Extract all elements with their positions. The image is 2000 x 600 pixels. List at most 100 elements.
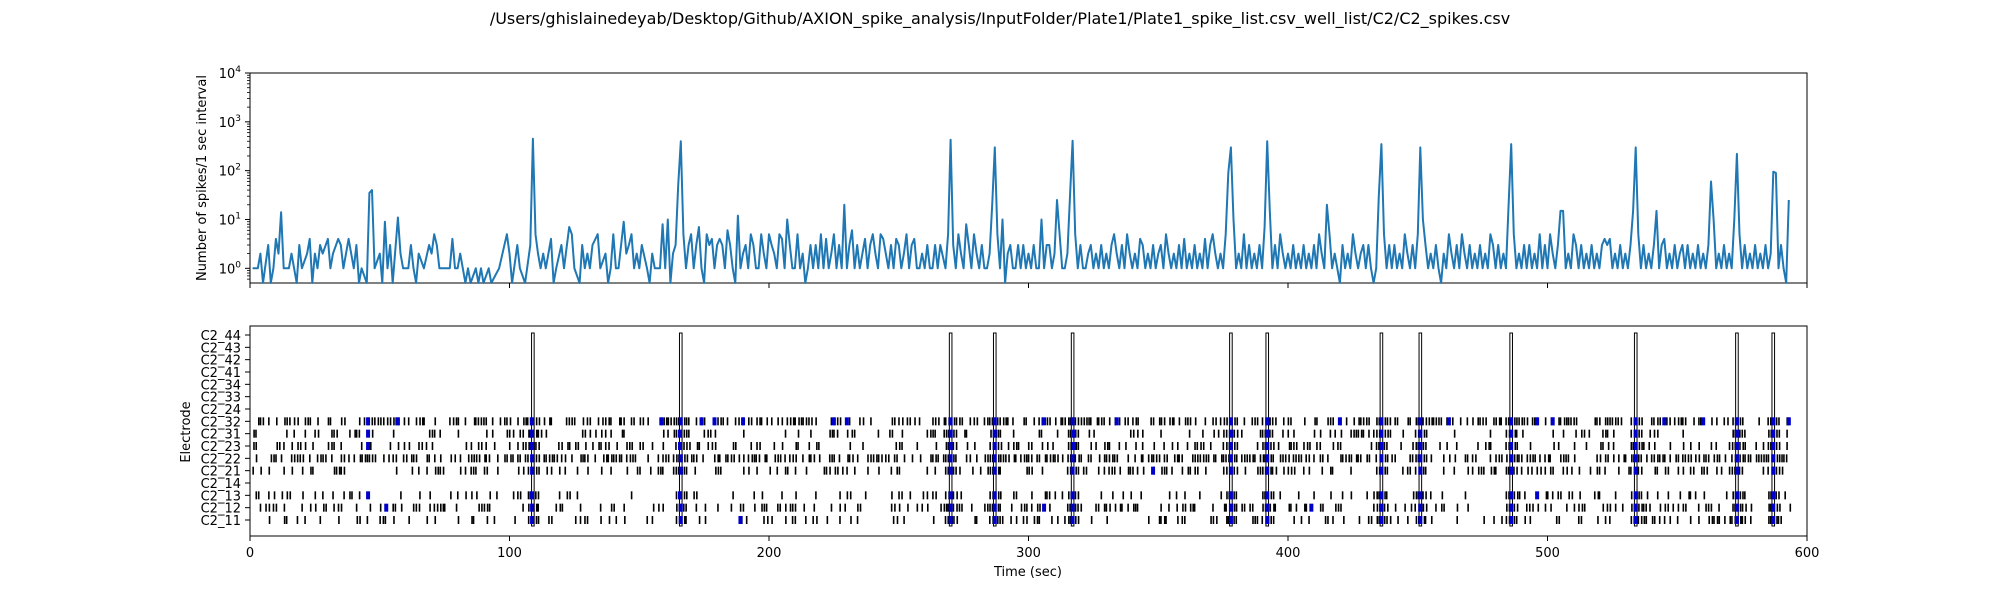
burst-mark xyxy=(1071,429,1076,438)
burst-mark xyxy=(1418,491,1423,500)
burst-mark xyxy=(992,442,997,450)
network-burst-bar xyxy=(1379,332,1384,527)
burst-mark xyxy=(992,454,997,463)
electrode-label: C2_12 xyxy=(201,502,241,517)
burst-mark xyxy=(992,429,997,438)
burst-mark xyxy=(1771,417,1776,426)
spike-count-series-line xyxy=(252,137,1790,284)
burst-mark xyxy=(384,503,389,512)
electrode-label: C2_34 xyxy=(201,378,241,393)
burst-mark xyxy=(1771,454,1776,463)
burst-mark xyxy=(1734,503,1739,512)
electrode-label: C2_41 xyxy=(201,366,241,381)
burst-mark xyxy=(1633,429,1638,438)
raster-plot: 0 100 200 300 400 500 600 C2_11C2_12C2_13C2_14… xyxy=(179,325,1820,580)
network-burst-bar xyxy=(678,332,683,527)
figure-title: /Users/ghislainedeyab/Desktop/Github/AXI… xyxy=(490,9,1510,29)
burst-mark xyxy=(948,491,953,500)
burst-mark xyxy=(366,442,371,450)
burst-mark xyxy=(1550,417,1555,426)
burst-mark xyxy=(366,417,371,426)
burst-mark xyxy=(1070,466,1075,475)
burst-mark xyxy=(678,454,683,463)
raster-x-tick-label: 600 xyxy=(1795,546,1820,561)
burst-mark xyxy=(948,429,953,438)
burst-mark xyxy=(1771,503,1776,512)
burst-mark xyxy=(738,516,743,524)
burst-mark xyxy=(1509,491,1514,500)
raster-x-tick-label: 100 xyxy=(497,546,522,561)
burst-mark xyxy=(992,491,997,500)
y-tick-base: 10 xyxy=(219,116,236,131)
electrode-label: C2_23 xyxy=(201,440,241,455)
electrode-label: C2_14 xyxy=(201,477,241,492)
network-burst-bar xyxy=(1735,332,1739,527)
burst-mark xyxy=(1734,442,1739,450)
network-burst-bar xyxy=(1771,332,1776,527)
burst-mark xyxy=(530,516,535,524)
burst-mark xyxy=(530,491,535,500)
burst-mark xyxy=(1228,516,1233,524)
burst-mark xyxy=(1509,454,1514,463)
burst-mark xyxy=(1418,466,1423,475)
y-tick-base: 10 xyxy=(219,213,236,228)
burst-mark xyxy=(1379,466,1384,475)
raster-y-axis-label: Electrode xyxy=(179,401,194,462)
burst-mark xyxy=(1662,417,1667,426)
network-burst-bar xyxy=(1265,332,1270,527)
burst-mark xyxy=(1265,442,1270,450)
top-plot-frame xyxy=(249,72,1808,284)
burst-mark xyxy=(530,466,535,475)
burst-mark xyxy=(1337,417,1342,426)
burst-mark xyxy=(992,503,997,512)
burst-mark xyxy=(948,516,953,524)
top-y-tick-label: 102 xyxy=(219,163,241,180)
burst-mark xyxy=(1633,503,1638,512)
electrode-label: C2_11 xyxy=(201,514,241,529)
network-burst-bar xyxy=(1070,332,1075,527)
burst-mark xyxy=(1734,454,1739,463)
y-tick-base: 10 xyxy=(219,67,236,82)
burst-mark xyxy=(1265,454,1270,463)
burst-mark xyxy=(1734,466,1739,475)
burst-mark xyxy=(831,417,836,426)
burst-mark xyxy=(1509,466,1514,475)
burst-mark xyxy=(1265,417,1270,426)
electrode-label: C2_24 xyxy=(201,403,241,418)
burst-mark xyxy=(1379,442,1384,450)
burst-mark xyxy=(992,417,997,426)
burst-mark xyxy=(1070,516,1075,524)
burst-mark xyxy=(1734,491,1739,500)
burst-mark xyxy=(1535,417,1540,426)
burst-mark xyxy=(1633,516,1638,524)
burst-mark xyxy=(1509,429,1514,438)
burst-mark xyxy=(1265,429,1270,438)
top-y-tick-label: 101 xyxy=(219,211,241,228)
burst-mark xyxy=(1771,491,1776,500)
network-burst-bar xyxy=(531,332,535,527)
spike-marks xyxy=(252,417,1792,524)
burst-mark xyxy=(1379,491,1384,500)
raster-plot-frame xyxy=(249,325,1808,537)
network-burst-bar xyxy=(948,332,953,527)
burst-mark xyxy=(1633,442,1638,450)
burst-mark xyxy=(1771,429,1776,438)
top-y-tick-label: 103 xyxy=(219,114,241,131)
burst-mark xyxy=(366,491,371,500)
burst-mark xyxy=(1509,417,1514,426)
burst-mark xyxy=(1633,454,1638,463)
y-tick-exponent: 4 xyxy=(235,65,241,75)
burst-mark xyxy=(1734,516,1739,524)
burst-mark xyxy=(699,417,704,426)
electrode-label: C2_32 xyxy=(201,415,241,430)
burst-mark xyxy=(1071,442,1076,450)
raster-x-tick-label: 400 xyxy=(1276,546,1301,561)
burst-mark xyxy=(677,442,682,450)
burst-mark xyxy=(1042,417,1047,426)
burst-mark xyxy=(1151,466,1156,475)
top-x-ticks xyxy=(249,283,1808,288)
burst-mark xyxy=(1228,466,1233,475)
